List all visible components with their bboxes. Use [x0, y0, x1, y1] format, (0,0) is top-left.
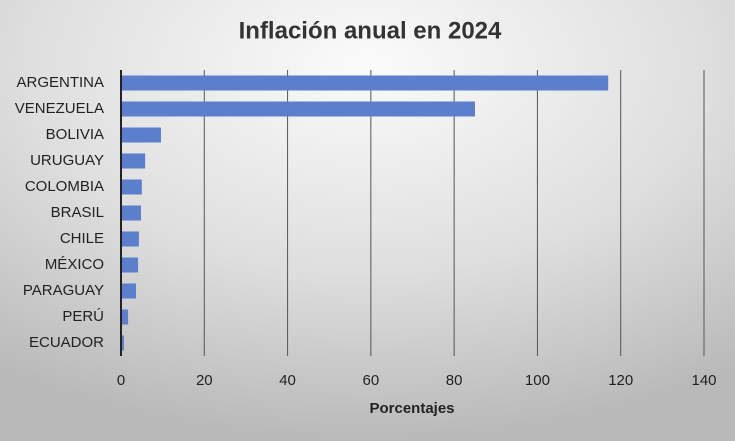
bar: [121, 127, 161, 143]
x-tick-label: 0: [117, 372, 125, 389]
y-tick-label: URUGUAY: [30, 152, 104, 169]
x-tick-label: 120: [608, 372, 633, 389]
y-tick-label: MÉXICO: [45, 256, 104, 273]
x-tick-label: 20: [196, 372, 213, 389]
x-tick-label: 40: [279, 372, 296, 389]
x-axis-label: Porcentajes: [369, 400, 454, 417]
y-tick-label: ARGENTINA: [16, 74, 104, 91]
y-tick-label: CHILE: [60, 230, 104, 247]
bar: [121, 205, 141, 221]
y-tick-label: COLOMBIA: [25, 178, 104, 195]
x-tick-label: 100: [525, 372, 550, 389]
x-tick-label: 80: [446, 372, 463, 389]
bar: [121, 75, 609, 91]
bar: [121, 335, 124, 351]
bar: [121, 257, 139, 273]
y-tick-label: VENEZUELA: [15, 100, 104, 117]
bar: [121, 309, 129, 325]
y-tick-label: ECUADOR: [29, 334, 104, 351]
y-tick-label: PERÚ: [62, 308, 104, 325]
bar: [121, 179, 142, 195]
x-tick-label: 60: [363, 372, 380, 389]
y-tick-label: PARAGUAY: [23, 282, 104, 299]
x-tick-label: 140: [691, 372, 716, 389]
bar: [121, 231, 139, 247]
y-tick-label: BOLIVIA: [46, 126, 104, 143]
chart-title: Inflación anual en 2024: [239, 17, 502, 44]
bar: [121, 283, 136, 299]
y-tick-label: BRASIL: [51, 204, 104, 221]
bar: [121, 153, 146, 169]
bar: [121, 101, 475, 117]
